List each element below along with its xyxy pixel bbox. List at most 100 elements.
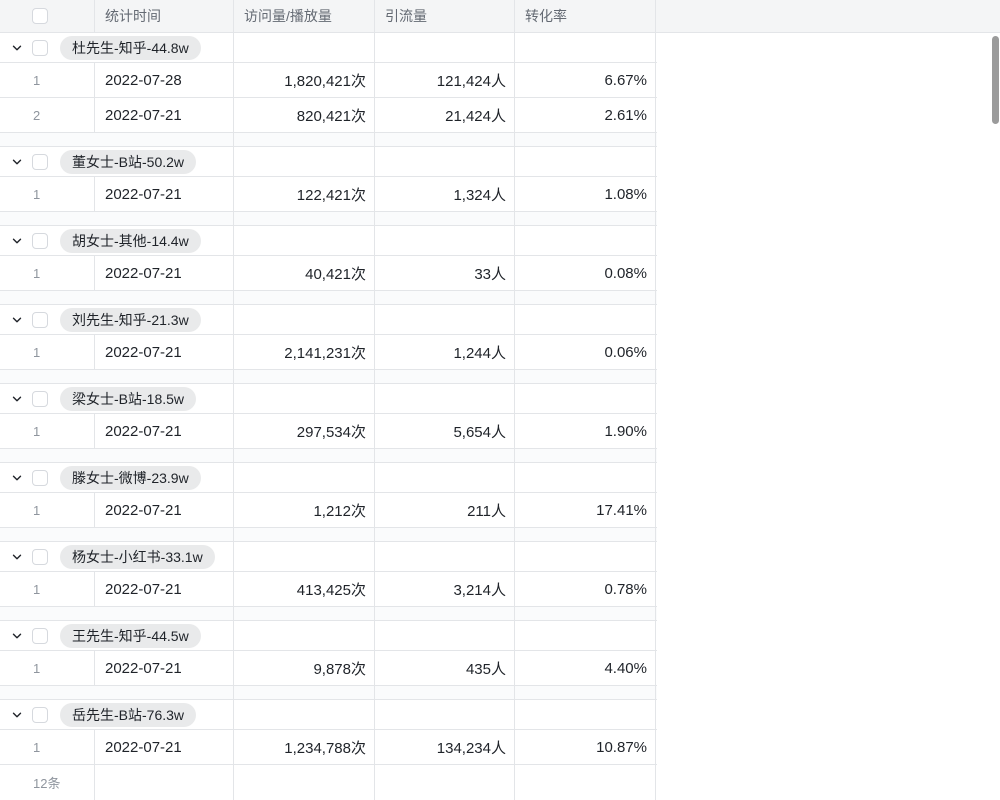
group-empty-cell xyxy=(234,305,375,334)
row-index[interactable]: 2 xyxy=(0,98,95,132)
spacer-cell xyxy=(515,212,656,225)
visits-cell[interactable]: 122,421次 xyxy=(234,177,375,211)
stat-time-cell[interactable]: 2022-07-21 xyxy=(95,730,234,764)
group-checkbox[interactable] xyxy=(32,311,48,328)
conversion-cell[interactable]: 6.67% xyxy=(515,63,656,97)
group-header-main-cell: 胡女士-其他-14.4w xyxy=(0,226,234,255)
chevron-down-icon[interactable] xyxy=(11,156,23,168)
stat-time-cell[interactable]: 2022-07-21 xyxy=(95,256,234,290)
stat-time-cell[interactable]: 2022-07-21 xyxy=(95,98,234,132)
conversion-cell[interactable]: 1.90% xyxy=(515,414,656,448)
stat-time-cell[interactable]: 2022-07-21 xyxy=(95,414,234,448)
vertical-scrollbar-thumb[interactable] xyxy=(992,36,999,124)
chevron-down-icon[interactable] xyxy=(11,42,23,54)
group-label[interactable]: 董女士-B站-50.2w xyxy=(60,149,197,174)
stat-time-cell[interactable]: 2022-07-21 xyxy=(95,493,234,527)
group-empty-cell xyxy=(375,463,515,492)
group-checkbox[interactable] xyxy=(32,548,48,565)
conversion-cell[interactable]: 1.08% xyxy=(515,177,656,211)
row-index[interactable]: 1 xyxy=(0,493,95,527)
chevron-down-icon[interactable] xyxy=(11,235,23,247)
chevron-down-icon[interactable] xyxy=(11,314,23,326)
leads-cell[interactable]: 121,424人 xyxy=(375,63,515,97)
group-checkbox[interactable] xyxy=(32,153,48,170)
column-header-visits[interactable]: 访问量/播放量 xyxy=(234,0,375,32)
group-label[interactable]: 刘先生-知乎-21.3w xyxy=(60,307,201,332)
group-checkbox[interactable] xyxy=(32,390,48,407)
conversion-cell[interactable]: 2.61% xyxy=(515,98,656,132)
group-header-main-cell: 梁女士-B站-18.5w xyxy=(0,384,234,413)
leads-cell[interactable]: 435人 xyxy=(375,651,515,685)
row-index[interactable]: 1 xyxy=(0,63,95,97)
row-index[interactable]: 1 xyxy=(0,177,95,211)
column-header-stat-time[interactable]: 统计时间 xyxy=(95,0,234,32)
stat-time-cell[interactable]: 2022-07-21 xyxy=(95,177,234,211)
chevron-down-icon[interactable] xyxy=(11,393,23,405)
group-empty-cell xyxy=(234,621,375,650)
stat-time-cell[interactable]: 2022-07-21 xyxy=(95,335,234,369)
chevron-down-icon[interactable] xyxy=(11,709,23,721)
row-index[interactable]: 1 xyxy=(0,730,95,764)
chevron-down-icon[interactable] xyxy=(11,472,23,484)
data-row: 1 2022-07-21 413,425次 3,214人 0.78% xyxy=(0,572,657,607)
group-label[interactable]: 岳先生-B站-76.3w xyxy=(60,702,197,727)
leads-cell[interactable]: 33人 xyxy=(375,256,515,290)
group-header-main-cell: 王先生-知乎-44.5w xyxy=(0,621,234,650)
chevron-down-icon[interactable] xyxy=(11,551,23,563)
stat-time-cell[interactable]: 2022-07-21 xyxy=(95,651,234,685)
group-empty-cell xyxy=(375,226,515,255)
visits-cell[interactable]: 297,534次 xyxy=(234,414,375,448)
stat-time-cell[interactable]: 2022-07-21 xyxy=(95,572,234,606)
stat-time-cell[interactable]: 2022-07-28 xyxy=(95,63,234,97)
group-header-row: 王先生-知乎-44.5w xyxy=(0,621,657,651)
leads-cell[interactable]: 1,244人 xyxy=(375,335,515,369)
leads-cell[interactable]: 211人 xyxy=(375,493,515,527)
row-index[interactable]: 1 xyxy=(0,572,95,606)
record-count: 12条 xyxy=(0,765,95,800)
visits-cell[interactable]: 413,425次 xyxy=(234,572,375,606)
row-index[interactable]: 1 xyxy=(0,256,95,290)
group-label[interactable]: 梁女士-B站-18.5w xyxy=(60,386,197,411)
visits-cell[interactable]: 40,421次 xyxy=(234,256,375,290)
group-label[interactable]: 滕女士-微博-23.9w xyxy=(60,465,201,490)
group-checkbox[interactable] xyxy=(32,232,48,249)
leads-cell[interactable]: 3,214人 xyxy=(375,572,515,606)
group-header-main-cell: 杨女士-小红书-33.1w xyxy=(0,542,234,571)
visits-cell[interactable]: 2,141,231次 xyxy=(234,335,375,369)
spacer-cell xyxy=(515,528,656,541)
group-checkbox[interactable] xyxy=(32,627,48,644)
conversion-cell[interactable]: 0.78% xyxy=(515,572,656,606)
group-label[interactable]: 胡女士-其他-14.4w xyxy=(60,228,201,253)
row-index[interactable]: 1 xyxy=(0,335,95,369)
select-all-checkbox[interactable] xyxy=(32,8,48,24)
leads-cell[interactable]: 1,324人 xyxy=(375,177,515,211)
visits-cell[interactable]: 9,878次 xyxy=(234,651,375,685)
chevron-down-icon[interactable] xyxy=(11,630,23,642)
leads-cell[interactable]: 134,234人 xyxy=(375,730,515,764)
spacer-cell xyxy=(375,607,515,620)
group-checkbox[interactable] xyxy=(32,706,48,723)
group-checkbox[interactable] xyxy=(32,469,48,486)
row-index[interactable]: 1 xyxy=(0,651,95,685)
conversion-cell[interactable]: 0.08% xyxy=(515,256,656,290)
group-label[interactable]: 王先生-知乎-44.5w xyxy=(60,623,201,648)
conversion-cell[interactable]: 4.40% xyxy=(515,651,656,685)
spacer-cell xyxy=(0,686,234,699)
visits-cell[interactable]: 820,421次 xyxy=(234,98,375,132)
group-checkbox[interactable] xyxy=(32,39,48,56)
row-index[interactable]: 1 xyxy=(0,414,95,448)
column-header-conversion[interactable]: 转化率 xyxy=(515,0,656,32)
conversion-cell[interactable]: 17.41% xyxy=(515,493,656,527)
conversion-cell[interactable]: 10.87% xyxy=(515,730,656,764)
group-empty-cell xyxy=(234,147,375,176)
group-label[interactable]: 杨女士-小红书-33.1w xyxy=(60,544,215,569)
leads-cell[interactable]: 5,654人 xyxy=(375,414,515,448)
column-header-leads[interactable]: 引流量 xyxy=(375,0,515,32)
visits-cell[interactable]: 1,234,788次 xyxy=(234,730,375,764)
leads-cell[interactable]: 21,424人 xyxy=(375,98,515,132)
conversion-cell[interactable]: 0.06% xyxy=(515,335,656,369)
group-label[interactable]: 杜先生-知乎-44.8w xyxy=(60,35,201,60)
visits-cell[interactable]: 1,820,421次 xyxy=(234,63,375,97)
footer-empty-cell xyxy=(375,765,515,800)
visits-cell[interactable]: 1,212次 xyxy=(234,493,375,527)
